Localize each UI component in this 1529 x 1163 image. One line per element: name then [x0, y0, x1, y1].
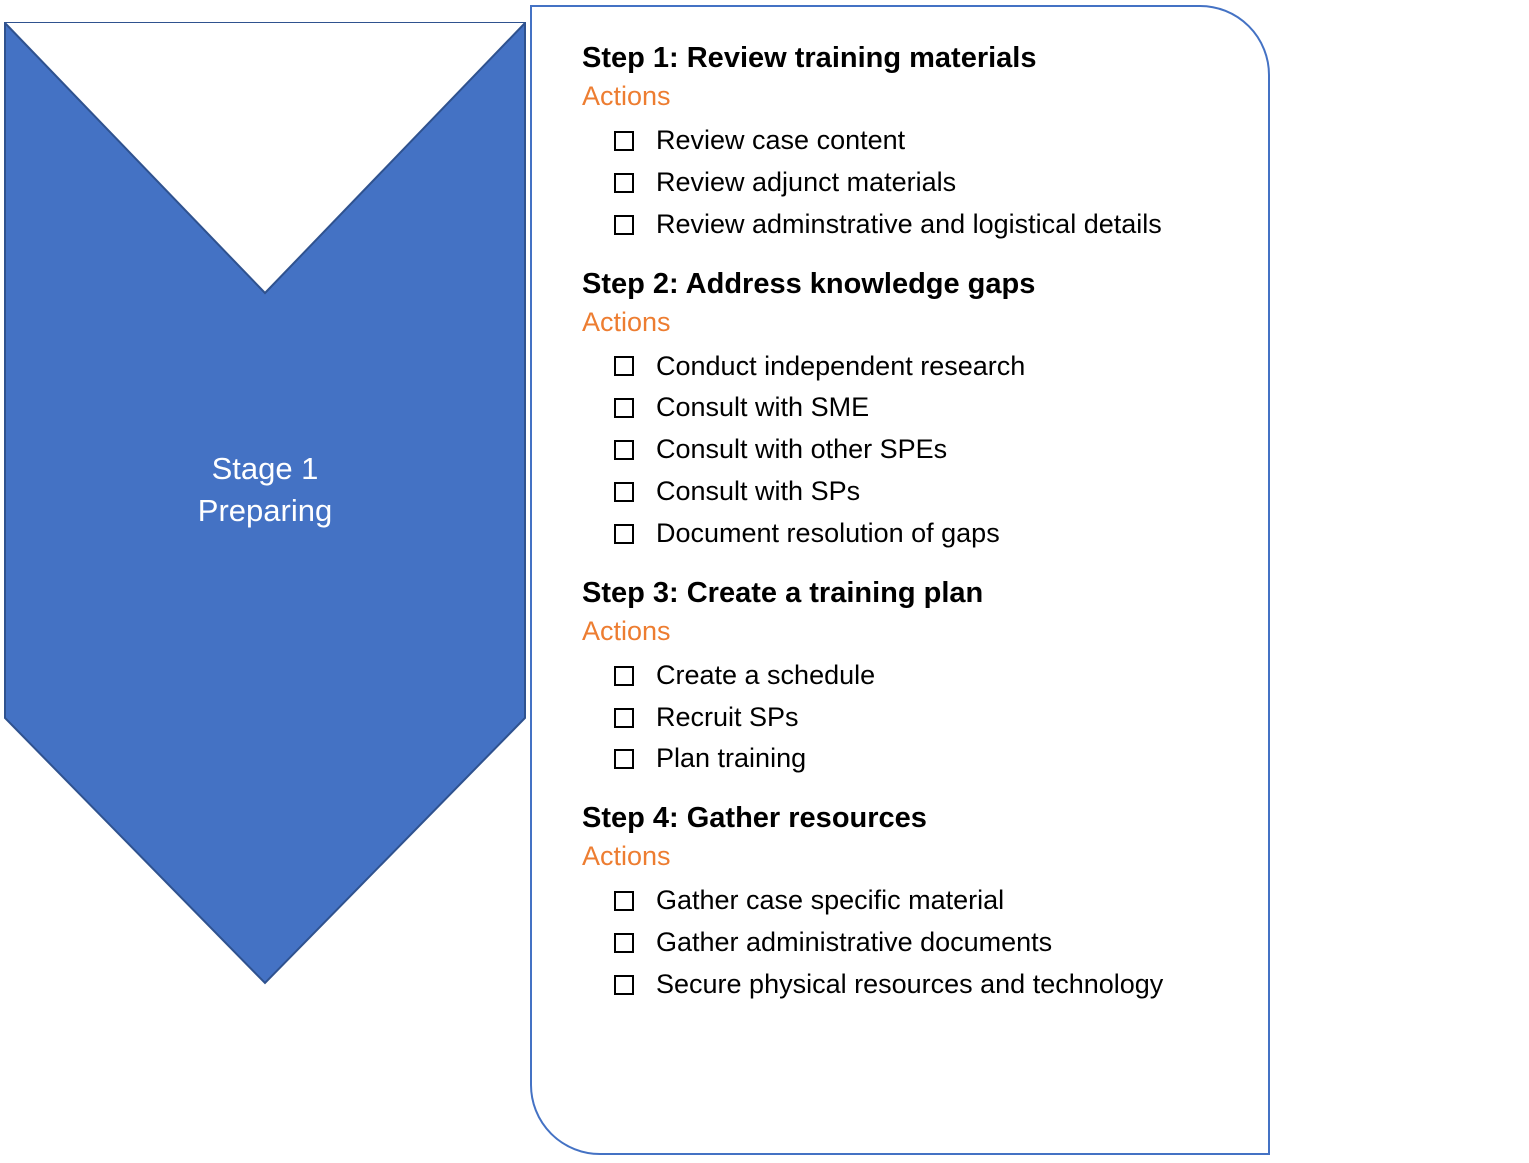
action-text: Conduct independent research	[656, 346, 1025, 388]
step-3-title: Step 3: Create a training plan	[582, 577, 1223, 610]
action-text: Secure physical resources and technology	[656, 964, 1163, 1006]
step-block-2: Step 2: Address knowledge gaps Actions C…	[582, 268, 1223, 555]
action-item: Consult with SPs	[614, 471, 1223, 513]
step-2-action-list: Conduct independent research Consult wit…	[582, 346, 1223, 555]
checkbox-icon	[614, 708, 634, 728]
step-1-title: Step 1: Review training materials	[582, 42, 1223, 75]
step-block-3: Step 3: Create a training plan Actions C…	[582, 577, 1223, 781]
action-item: Gather case specific material	[614, 880, 1223, 922]
step-2-actions-label: Actions	[582, 307, 1223, 338]
action-item: Consult with other SPEs	[614, 429, 1223, 471]
action-item: Plan training	[614, 738, 1223, 780]
checkbox-icon	[614, 933, 634, 953]
step-3-action-list: Create a schedule Recruit SPs Plan train…	[582, 655, 1223, 781]
action-item: Create a schedule	[614, 655, 1223, 697]
action-text: Document resolution of gaps	[656, 513, 1000, 555]
checkbox-icon	[614, 356, 634, 376]
action-item: Document resolution of gaps	[614, 513, 1223, 555]
action-item: Conduct independent research	[614, 346, 1223, 388]
step-1-action-list: Review case content Review adjunct mater…	[582, 120, 1223, 246]
stage-label: Stage 1 Preparing	[0, 448, 530, 532]
action-text: Review case content	[656, 120, 905, 162]
checkbox-icon	[614, 524, 634, 544]
action-item: Review case content	[614, 120, 1223, 162]
action-text: Consult with SME	[656, 387, 869, 429]
action-text: Gather administrative documents	[656, 922, 1052, 964]
action-text: Review adminstrative and logistical deta…	[656, 204, 1162, 246]
checkbox-icon	[614, 173, 634, 193]
action-item: Recruit SPs	[614, 697, 1223, 739]
checkbox-icon	[614, 891, 634, 911]
checkbox-icon	[614, 440, 634, 460]
step-2-title: Step 2: Address knowledge gaps	[582, 268, 1223, 301]
action-text: Review adjunct materials	[656, 162, 956, 204]
action-text: Recruit SPs	[656, 697, 799, 739]
stage-line-1: Stage 1	[0, 448, 530, 490]
stage-chevron: Stage 1 Preparing	[0, 18, 530, 988]
action-text: Plan training	[656, 738, 806, 780]
action-text: Consult with other SPEs	[656, 429, 947, 471]
step-1-actions-label: Actions	[582, 81, 1223, 112]
checkbox-icon	[614, 482, 634, 502]
step-block-4: Step 4: Gather resources Actions Gather …	[582, 802, 1223, 1006]
step-block-1: Step 1: Review training materials Action…	[582, 42, 1223, 246]
checkbox-icon	[614, 398, 634, 418]
action-text: Create a schedule	[656, 655, 875, 697]
action-item: Consult with SME	[614, 387, 1223, 429]
action-text: Gather case specific material	[656, 880, 1004, 922]
checkbox-icon	[614, 131, 634, 151]
step-3-actions-label: Actions	[582, 616, 1223, 647]
step-4-actions-label: Actions	[582, 841, 1223, 872]
steps-panel: Step 1: Review training materials Action…	[530, 5, 1270, 1155]
action-item: Secure physical resources and technology	[614, 964, 1223, 1006]
checkbox-icon	[614, 666, 634, 686]
action-item: Review adjunct materials	[614, 162, 1223, 204]
stage-line-2: Preparing	[0, 490, 530, 532]
checkbox-icon	[614, 749, 634, 769]
action-text: Consult with SPs	[656, 471, 860, 513]
step-4-title: Step 4: Gather resources	[582, 802, 1223, 835]
checkbox-icon	[614, 215, 634, 235]
action-item: Review adminstrative and logistical deta…	[614, 204, 1223, 246]
step-4-action-list: Gather case specific material Gather adm…	[582, 880, 1223, 1006]
checkbox-icon	[614, 975, 634, 995]
action-item: Gather administrative documents	[614, 922, 1223, 964]
